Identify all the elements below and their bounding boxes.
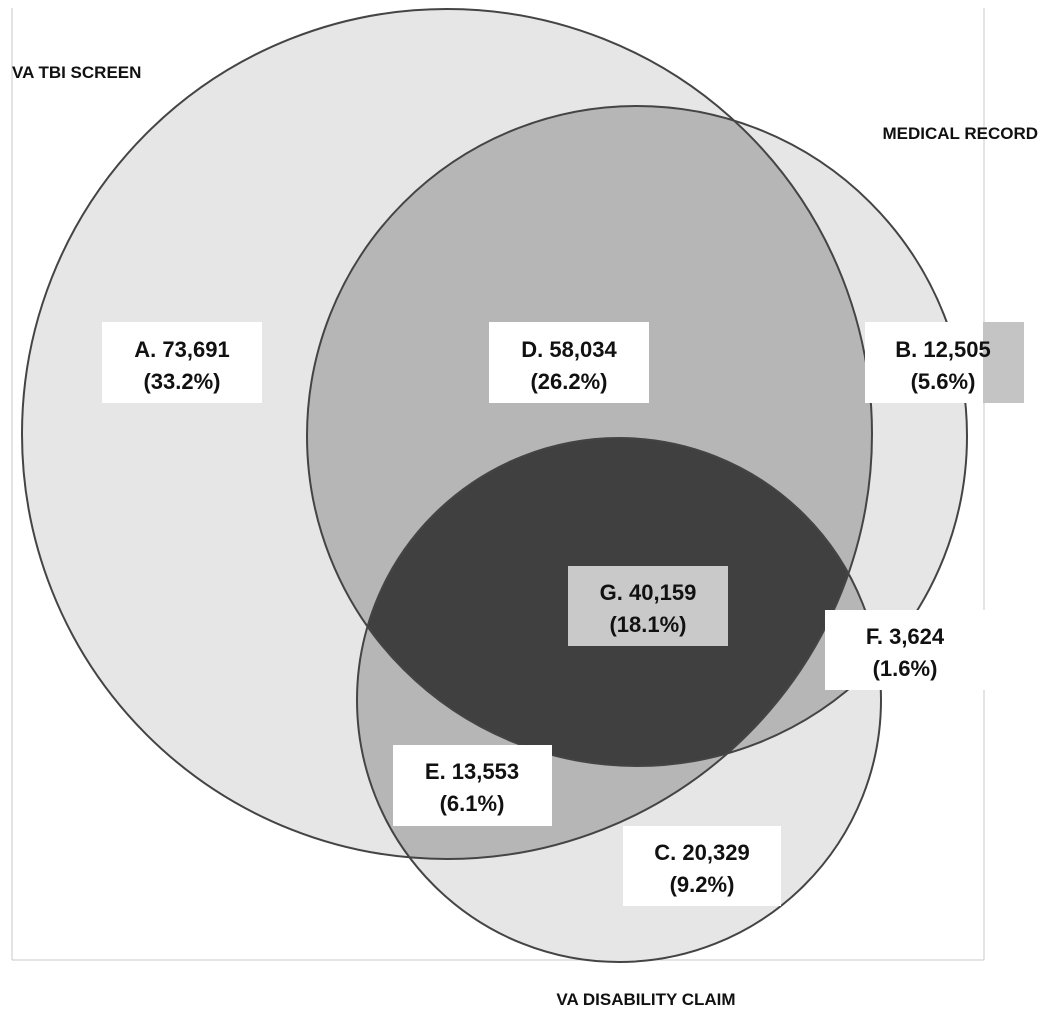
region-e-box: [393, 745, 552, 826]
va-disability-claim-outline: [356, 437, 882, 963]
region-c-count: C. 20,329: [654, 840, 749, 865]
region-b-box: [865, 322, 983, 403]
medical-record-label: MEDICAL RECORD: [882, 124, 1038, 143]
region-g-count: G. 40,159: [600, 580, 697, 605]
region-d-box: [489, 322, 649, 403]
region-a-box: [102, 322, 262, 403]
region-a-label: A. 73,691 (33.2%): [102, 322, 262, 403]
region-a-percent: (33.2%): [143, 369, 220, 394]
va-disability-claim-label: VA DISABILITY CLAIM: [556, 990, 735, 1009]
overlap-all-three: [357, 438, 872, 766]
region-g-percent: (18.1%): [609, 612, 686, 637]
region-c-label: C. 20,329 (9.2%): [623, 826, 781, 906]
region-f-percent: (1.6%): [873, 656, 938, 681]
region-a-count: A. 73,691: [134, 337, 229, 362]
region-b-percent: (5.6%): [911, 369, 976, 394]
region-f-label: F. 3,624 (1.6%): [825, 610, 985, 690]
region-e-percent: (6.1%): [440, 791, 505, 816]
medical-record-outline: [306, 105, 968, 767]
region-e-count: E. 13,553: [425, 759, 519, 784]
region-b-count: B. 12,505: [895, 337, 990, 362]
region-g-box: [568, 566, 728, 646]
va-tbi-screen-label: VA TBI SCREEN: [12, 63, 141, 82]
region-b-side-patch: [983, 322, 1024, 403]
region-c-percent: (9.2%): [670, 872, 735, 897]
va-tbi-screen-outline: [21, 8, 873, 860]
region-e-label: E. 13,553 (6.1%): [393, 745, 552, 826]
region-f-count: F. 3,624: [866, 624, 945, 649]
region-c-box: [623, 826, 781, 906]
region-d-count: D. 58,034: [521, 337, 617, 362]
region-d-percent: (26.2%): [530, 369, 607, 394]
region-g-label: G. 40,159 (18.1%): [568, 566, 728, 646]
region-b-label: B. 12,505 (5.6%): [865, 322, 991, 403]
region-f-box: [825, 610, 985, 690]
region-d-label: D. 58,034 (26.2%): [489, 322, 649, 403]
